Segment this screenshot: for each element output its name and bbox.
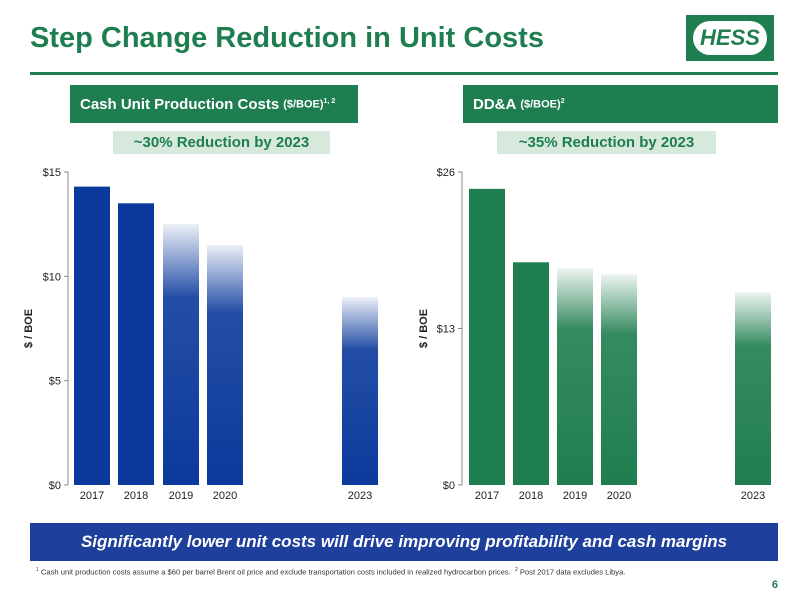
cash-cost-bar [163, 224, 199, 485]
dda-header-unit: ($/BOE)2 [520, 98, 564, 111]
footnote-1-marker: 1 [36, 567, 39, 573]
dda-bar [513, 262, 549, 485]
cash-cost-x-tick-label: 2023 [348, 490, 372, 502]
dda-unit-text: ($/BOE) [520, 98, 561, 111]
cash-cost-header-unit: ($/BOE)1, 2 [283, 98, 335, 111]
dda-reduction-label: ~35% Reduction by 2023 [497, 131, 716, 154]
dda-y-tick-label: $13 [437, 324, 455, 336]
cash-cost-chart: $0 $5 $10 $15 $ / BOE 2017 2018 2019 2020 2023 [23, 167, 378, 502]
cash-cost-unit-text: ($/BOE) [283, 98, 324, 111]
footnotes: 1 Cash unit production costs assume a $6… [36, 567, 625, 577]
dda-header: DD&A ($/BOE)2 [463, 85, 778, 123]
dda-x-tick-label: 2020 [607, 490, 631, 502]
page-number: 6 [771, 579, 778, 591]
cash-cost-reduction-label: ~30% Reduction by 2023 [113, 131, 330, 154]
cash-cost-bar [74, 186, 110, 485]
dda-bar [557, 268, 593, 485]
cash-cost-header: Cash Unit Production Costs ($/BOE)1, 2 [70, 85, 358, 123]
cash-cost-bar [118, 203, 154, 486]
dda-y-axis-label: $ / BOE [418, 309, 430, 348]
cash-cost-x-tick-label: 2020 [213, 490, 237, 502]
dda-bar [735, 292, 771, 485]
conclusion-text: Significantly lower unit costs will driv… [80, 532, 728, 551]
cash-cost-y-axis-label: $ / BOE [23, 309, 35, 348]
dda-chart: $0 $13 $26 $ / BOE 2017 2018 2019 2020 2023 [418, 167, 771, 502]
logo-badge: HESS [693, 21, 767, 55]
cash-cost-y-tick-label: $10 [43, 271, 61, 283]
footnote-2-marker: 2 [514, 567, 518, 573]
footnote-2: Post 2017 data excludes Libya. [519, 567, 626, 577]
cash-cost-x-tick-label: 2017 [80, 490, 104, 502]
conclusion-banner: Significantly lower unit costs will driv… [30, 523, 778, 561]
dda-y-tick-label: $0 [443, 480, 455, 492]
dda-x-tick-label: 2023 [741, 490, 765, 502]
cash-cost-header-label: Cash Unit Production Costs [80, 95, 280, 113]
cash-cost-x-tick-label: 2018 [124, 490, 148, 502]
cash-cost-bar [342, 297, 378, 485]
logo-text: HESS [700, 25, 760, 50]
footnote-1: Cash unit production costs assume a $60 … [40, 567, 511, 577]
cash-cost-y-tick-label: $15 [43, 167, 61, 179]
dda-bar [469, 188, 505, 485]
dda-y-tick-label: $26 [437, 167, 455, 179]
hess-logo: HESS [686, 15, 774, 61]
cash-cost-bar [207, 245, 243, 485]
dda-x-tick-label: 2017 [475, 490, 499, 502]
dda-footnote-ref: 2 [560, 97, 565, 105]
cash-cost-y-tick-label: $5 [49, 376, 61, 388]
dda-x-tick-label: 2019 [563, 490, 587, 502]
page-title: Step Change Reduction in Unit Costs [30, 22, 544, 54]
title-divider [30, 72, 778, 75]
cash-cost-y-tick-label: $0 [49, 480, 61, 492]
cash-cost-x-tick-label: 2019 [169, 490, 193, 502]
cash-cost-footnote-ref: 1, 2 [323, 97, 336, 105]
dda-bar [601, 274, 637, 485]
dda-x-tick-label: 2018 [519, 490, 543, 502]
dda-header-label: DD&A [473, 95, 517, 113]
